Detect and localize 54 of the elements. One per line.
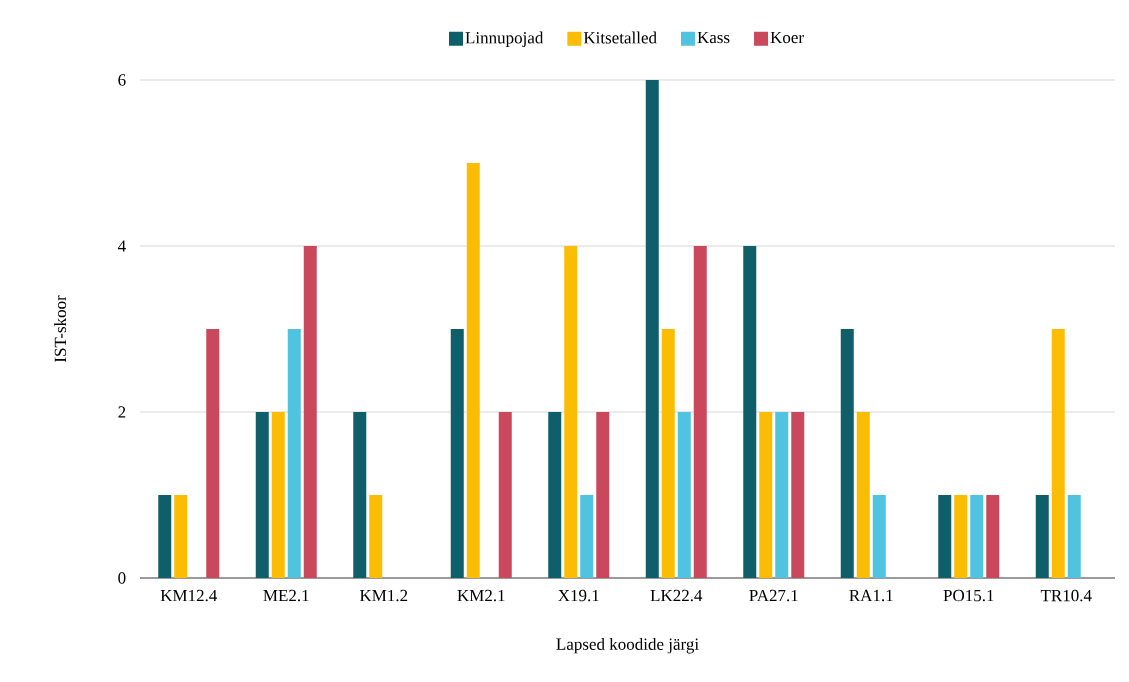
bar [872, 494, 886, 578]
y-tick-label: 0 [118, 572, 126, 584]
bar [158, 494, 172, 578]
x-tick-label: KM12.4 [160, 589, 218, 602]
bar [775, 411, 789, 578]
bar [466, 163, 480, 578]
x-tick-label: RA1.1 [849, 589, 893, 602]
legend-label: Koer [770, 31, 804, 44]
x-tick-label: LK22.4 [650, 589, 703, 602]
y-tick-label: 2 [118, 406, 126, 418]
bar [986, 494, 1000, 578]
bar [791, 411, 805, 578]
bar [450, 328, 464, 578]
bar [938, 494, 952, 578]
bar [287, 328, 301, 578]
x-tick-label: ME2.1 [263, 589, 309, 602]
x-tick-label: TR10.4 [1040, 589, 1092, 602]
bar [970, 494, 984, 578]
bar [856, 411, 870, 578]
x-tick-label: KM2.1 [457, 589, 505, 602]
y-tick-label: 4 [117, 240, 126, 252]
bar [303, 245, 317, 578]
bar [1035, 494, 1049, 578]
x-tick-label: PA27.1 [749, 589, 798, 602]
bar [743, 245, 757, 578]
bar [596, 411, 610, 578]
bar [759, 411, 773, 578]
x-tick-label: KM1.2 [359, 589, 408, 602]
bar [693, 245, 707, 578]
bar [954, 494, 968, 578]
bar [206, 328, 220, 578]
bar [255, 411, 269, 578]
bar [661, 328, 675, 578]
legend-label: Linnupojad [465, 31, 544, 47]
bar [840, 328, 854, 578]
x-tick-label: PO15.1 [943, 589, 994, 602]
x-tick-label: X19.1 [558, 589, 599, 602]
bar [580, 494, 594, 578]
bar [498, 411, 512, 578]
legend-label: Kass [697, 31, 730, 44]
x-axis-title: Lapsed koodide järgi [556, 637, 699, 654]
bar [645, 80, 659, 578]
legend-label: Kitsetalled [583, 31, 657, 44]
bar [564, 245, 578, 578]
bar [1067, 494, 1081, 578]
y-axis-title: IST-skoor [54, 295, 67, 363]
bar [271, 411, 285, 578]
y-tick-label: 6 [118, 74, 126, 86]
bar [677, 411, 691, 578]
bar [174, 494, 188, 578]
bar [353, 411, 367, 578]
bar [369, 494, 383, 578]
bar [548, 411, 562, 578]
bar [1051, 328, 1065, 578]
